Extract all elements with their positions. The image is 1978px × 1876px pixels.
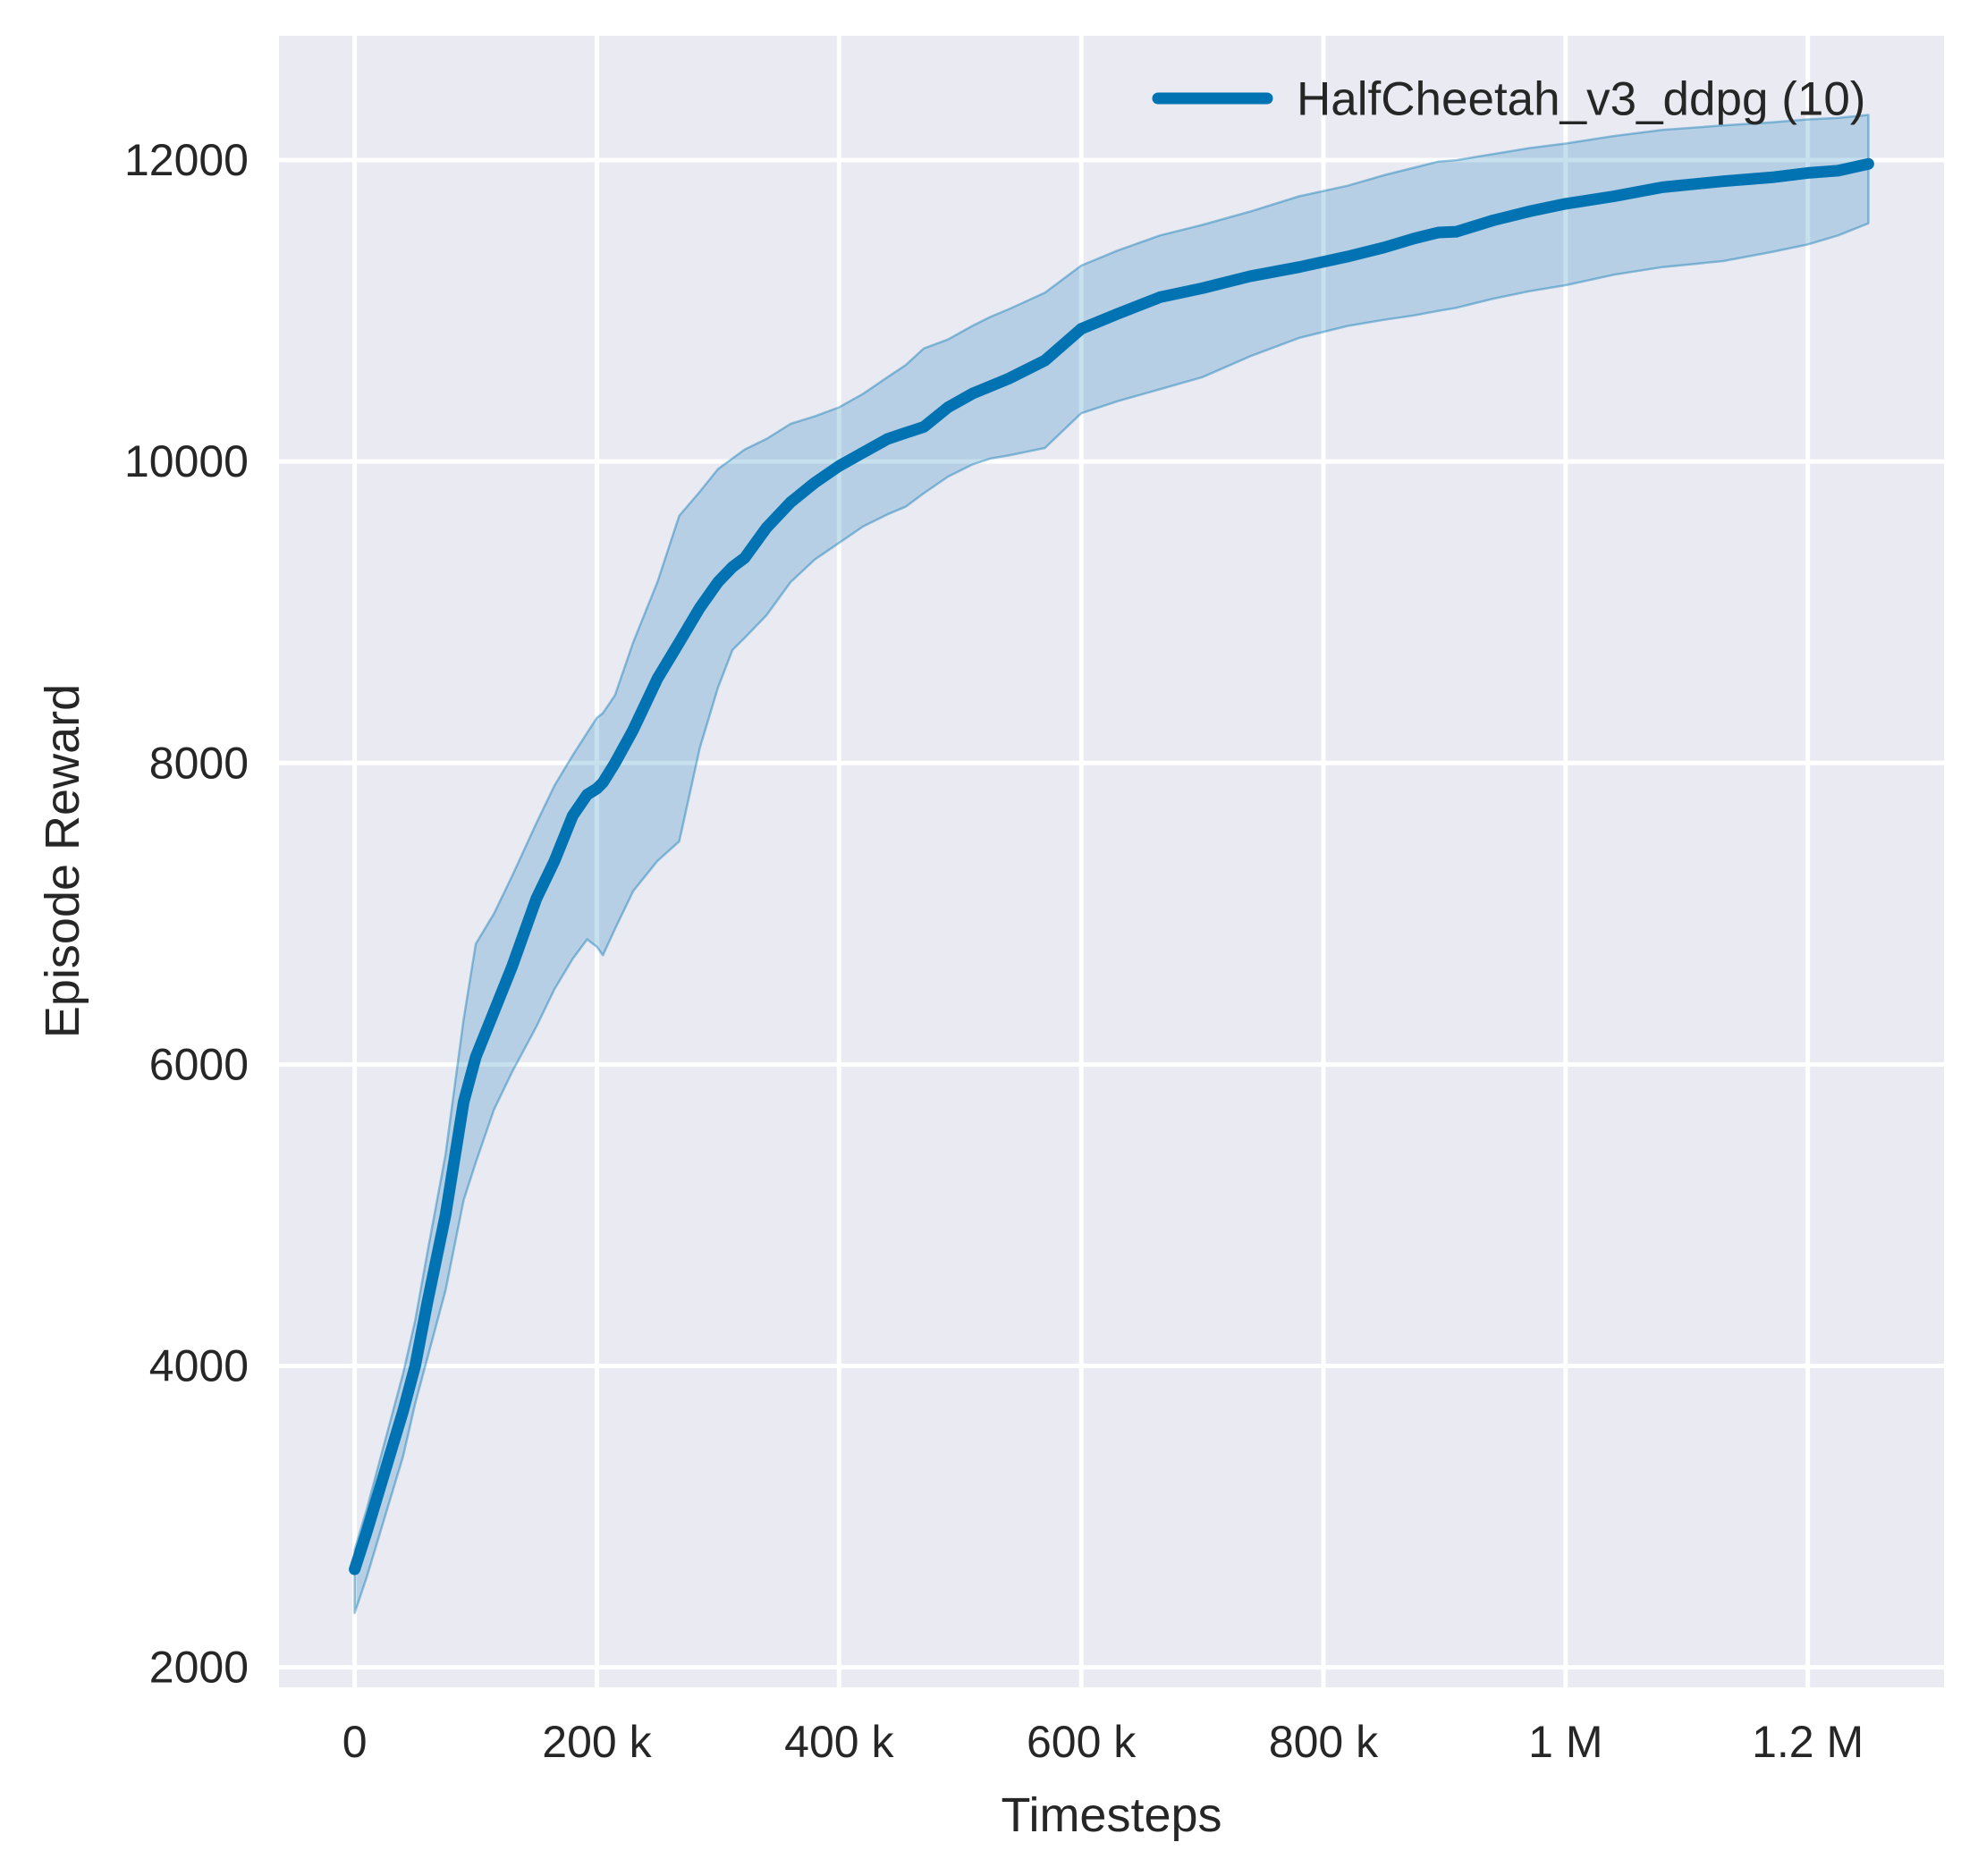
series-halfcheetah-ddpg [349, 114, 1874, 1615]
legend: HalfCheetah_v3_ddpg (10) [1152, 73, 1865, 126]
x-tick-label: 1.2 M [1752, 1717, 1864, 1767]
y-tick-label: 10000 [124, 436, 249, 486]
x-tick-label: 600 k [1027, 1717, 1137, 1767]
y-tick-label: 2000 [149, 1643, 249, 1693]
x-tick-label: 200 k [542, 1717, 652, 1767]
x-axis-label: Timesteps [1001, 1788, 1221, 1842]
x-tick-label: 0 [342, 1717, 368, 1767]
y-tick-label: 6000 [149, 1039, 249, 1089]
confidence-band [353, 114, 1870, 1615]
y-axis-label: Episode Reward [36, 684, 89, 1038]
x-tick-label: 800 k [1269, 1717, 1379, 1767]
x-tick-labels: 0 200 k 400 k 600 k 800 k 1 M 1.2 M [342, 1717, 1864, 1767]
x-tick-label: 400 k [784, 1717, 894, 1767]
y-tick-labels: 2000 4000 6000 8000 10000 12000 [124, 135, 249, 1693]
y-tick-label: 4000 [149, 1340, 249, 1390]
y-tick-label: 8000 [149, 738, 249, 788]
x-tick-label: 1 M [1528, 1717, 1602, 1767]
mean-line [349, 157, 1874, 1576]
gridlines [279, 36, 1944, 1687]
y-tick-label: 12000 [124, 135, 249, 185]
legend-label: HalfCheetah_v3_ddpg (10) [1297, 73, 1865, 126]
